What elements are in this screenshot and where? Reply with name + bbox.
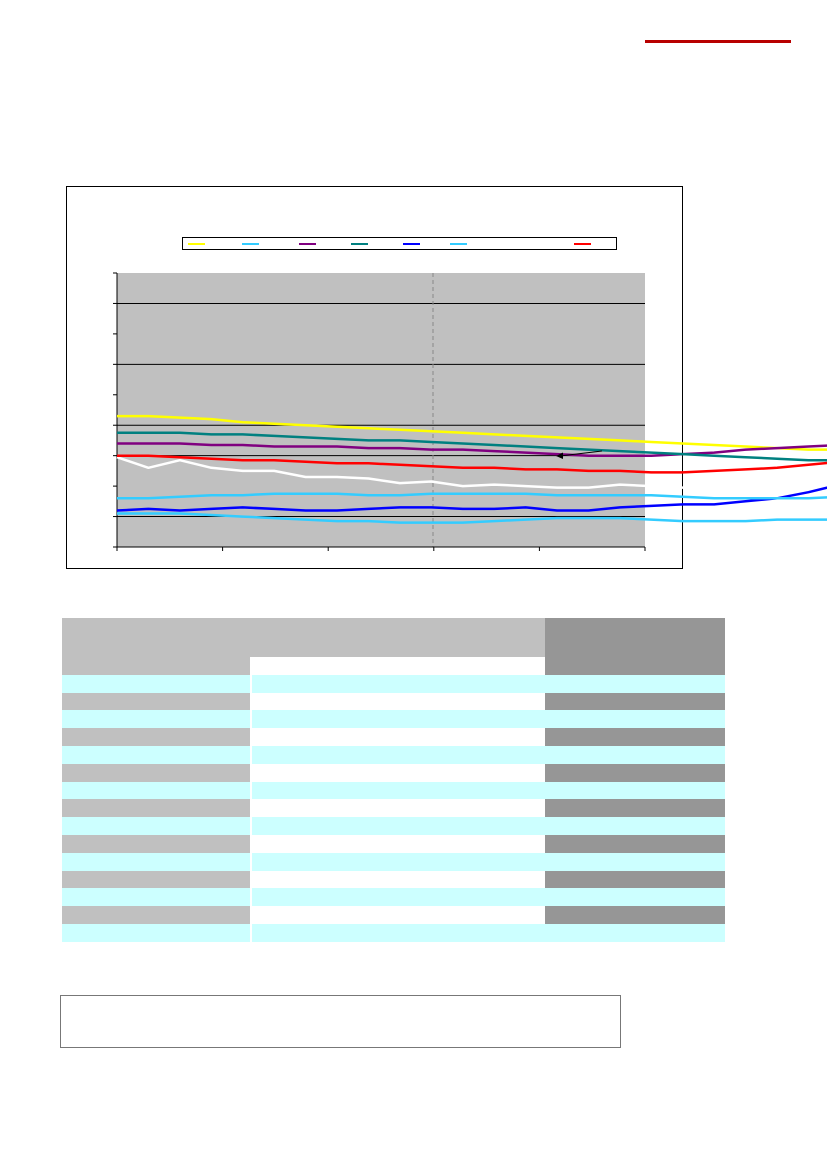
row-summary-cell <box>545 781 725 800</box>
row-value-cell <box>252 870 545 889</box>
table-row <box>62 657 725 675</box>
legend-swatch-series-5 <box>403 243 420 245</box>
header-rule <box>645 40 791 43</box>
annotation-arrowhead <box>556 452 563 459</box>
table-row <box>62 799 725 818</box>
table-row <box>62 817 725 836</box>
data-table <box>62 618 725 942</box>
row-value-cell <box>252 924 545 942</box>
table-row <box>62 746 725 764</box>
row-label-cell <box>62 906 250 925</box>
legend-swatch-series-3 <box>299 243 316 245</box>
row-value-cell <box>252 657 545 675</box>
row-label-cell <box>62 817 250 836</box>
row-label-cell <box>62 924 250 942</box>
row-summary-cell <box>545 817 725 836</box>
table-row <box>62 906 725 925</box>
legend-swatch-series-8 <box>574 243 591 245</box>
series-line-7 <box>116 456 827 494</box>
row-summary-cell <box>545 835 725 853</box>
table-row <box>62 852 725 871</box>
annotation-arrow <box>559 450 603 457</box>
row-summary-cell <box>545 710 725 729</box>
table-row <box>62 710 725 729</box>
chart-legend <box>182 237 617 250</box>
series-line-6 <box>117 492 827 500</box>
row-value-cell <box>252 781 545 800</box>
legend-swatch-series-6 <box>450 243 467 245</box>
row-label-cell <box>62 728 250 747</box>
series-line-4 <box>117 431 827 462</box>
row-label-cell <box>62 657 250 675</box>
table-header <box>62 618 725 657</box>
row-value-cell <box>252 835 545 853</box>
row-summary-cell <box>545 674 725 693</box>
table-row <box>62 870 725 889</box>
row-label-cell <box>62 799 250 818</box>
table-header-left <box>62 618 545 657</box>
table-row <box>62 763 725 782</box>
y-axis-ticks <box>113 272 117 548</box>
table-header-right <box>545 618 725 657</box>
row-summary-cell <box>545 870 725 889</box>
row-value-cell <box>252 710 545 729</box>
row-summary-cell <box>545 692 725 711</box>
legend-swatch-series-4 <box>351 243 368 245</box>
row-value-cell <box>252 692 545 711</box>
row-summary-cell <box>545 763 725 782</box>
row-label-cell <box>62 781 250 800</box>
row-value-cell <box>252 746 545 764</box>
table-row <box>62 692 725 711</box>
legend-swatch-series-2 <box>242 243 259 245</box>
row-summary-cell <box>545 657 725 675</box>
row-summary-cell <box>545 852 725 871</box>
row-summary-cell <box>545 924 725 942</box>
plot-area <box>117 273 645 547</box>
row-label-cell <box>62 710 250 729</box>
row-summary-cell <box>545 799 725 818</box>
row-summary-cell <box>545 728 725 747</box>
row-value-cell <box>252 799 545 818</box>
series-line-1 <box>117 414 827 451</box>
row-summary-cell <box>545 906 725 925</box>
series-line-2 <box>117 512 827 524</box>
row-label-cell <box>62 852 250 871</box>
row-summary-cell <box>545 888 725 907</box>
table-row <box>62 781 725 800</box>
table-row <box>62 835 725 853</box>
row-value-cell <box>252 852 545 871</box>
x-axis-ticks <box>116 547 646 551</box>
row-value-cell <box>252 763 545 782</box>
row-value-cell <box>252 906 545 925</box>
row-label-cell <box>62 692 250 711</box>
row-value-cell <box>252 817 545 836</box>
series-line-8 <box>117 454 827 474</box>
table-row <box>62 924 725 942</box>
row-label-cell <box>62 870 250 889</box>
table-row <box>62 674 725 693</box>
legend-swatch-series-1 <box>188 243 205 245</box>
table-row <box>62 728 725 747</box>
table-row <box>62 888 725 907</box>
row-label-cell <box>62 763 250 782</box>
row-label-cell <box>62 746 250 764</box>
row-label-cell <box>62 674 250 693</box>
row-label-cell <box>62 835 250 853</box>
row-value-cell <box>252 888 545 907</box>
row-value-cell <box>252 674 545 693</box>
row-label-cell <box>62 888 250 907</box>
note-box <box>60 995 621 1048</box>
legend-swatch-series-7 <box>525 243 542 245</box>
row-summary-cell <box>545 746 725 764</box>
row-value-cell <box>252 728 545 747</box>
series-line-5 <box>116 486 827 512</box>
